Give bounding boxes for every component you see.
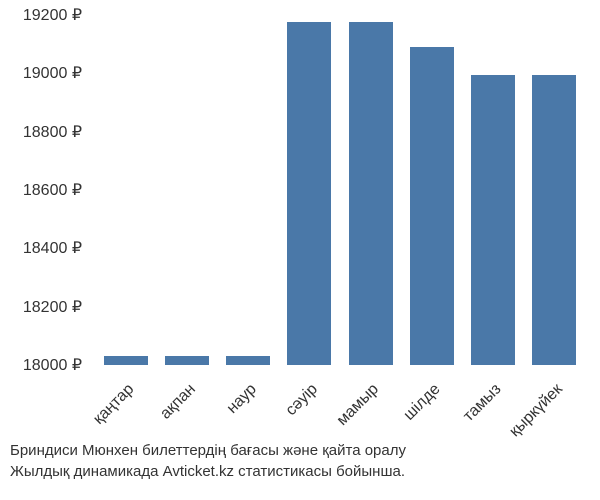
x-tick-label: мамыр: [334, 381, 383, 430]
chart-bar: [471, 75, 515, 365]
x-tick-label: тамыз: [460, 381, 505, 426]
x-tick-label: қаңтар: [90, 381, 138, 429]
plot-area: [95, 15, 585, 365]
chart-bar: [226, 356, 270, 365]
x-tick-label: шілде: [400, 381, 444, 425]
y-tick-label: 19000 ₽: [23, 63, 82, 83]
chart-bar: [532, 75, 576, 365]
chart-bar: [410, 47, 454, 365]
chart-bar: [287, 22, 331, 365]
x-tick-label: наур: [224, 381, 261, 418]
y-tick-label: 18400 ₽: [23, 238, 82, 258]
chart-bar: [165, 356, 209, 365]
y-tick-label: 18800 ₽: [23, 122, 82, 142]
caption-line-1: Бриндиси Мюнхен билеттердің бағасы және …: [10, 440, 406, 461]
caption-line-2: Жылдық динамикада Avticket.kz статистика…: [10, 461, 406, 482]
x-tick-label: ақпан: [157, 381, 200, 424]
y-tick-label: 18600 ₽: [23, 180, 82, 200]
chart-bar: [104, 356, 148, 365]
y-tick-label: 18000 ₽: [23, 355, 82, 375]
y-tick-label: 18200 ₽: [23, 297, 82, 317]
y-axis: 18000 ₽18200 ₽18400 ₽18600 ₽18800 ₽19000…: [0, 15, 90, 365]
x-axis-labels: қаңтарақпаннаурсәуірмамыршілдетамызқыркү…: [95, 372, 585, 442]
y-tick-label: 19200 ₽: [23, 5, 82, 25]
chart-caption: Бриндиси Мюнхен билеттердің бағасы және …: [10, 440, 406, 482]
x-tick-label: сәуір: [283, 381, 322, 420]
x-tick-label: қыркүйек: [506, 381, 566, 441]
chart-bar: [349, 22, 393, 365]
